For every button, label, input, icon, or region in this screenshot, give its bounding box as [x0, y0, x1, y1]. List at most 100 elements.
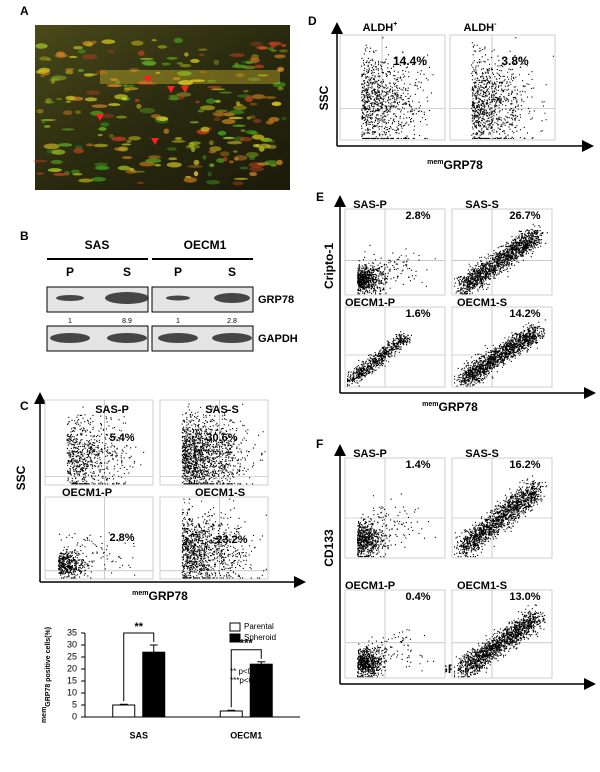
gel-spot	[264, 160, 279, 166]
gel-spot	[145, 158, 162, 163]
plot-title: SAS-S	[465, 199, 499, 211]
gel-spot	[205, 98, 216, 104]
flow-plot	[451, 208, 553, 296]
flow-plot	[451, 589, 553, 679]
gel-spot	[90, 177, 107, 182]
gel-spot	[161, 62, 171, 66]
gel-spot	[115, 80, 121, 84]
gel-spot	[173, 37, 183, 44]
lane-label: P	[66, 265, 74, 279]
gel-background	[35, 25, 290, 190]
superscript: mem	[427, 159, 443, 166]
gel-spot	[245, 130, 258, 135]
gel-spot	[222, 136, 235, 140]
gel-spot	[33, 160, 48, 163]
gel-spot	[221, 118, 236, 125]
gel-spot	[193, 159, 200, 166]
gel-spot	[184, 52, 189, 57]
plot-title: SAS-S	[465, 448, 499, 460]
gel-spot	[233, 150, 238, 153]
gel-spot	[183, 177, 197, 183]
gel-spot	[125, 169, 137, 174]
gel-spot	[126, 84, 135, 87]
gel-spot	[137, 80, 153, 85]
gel-spot	[198, 48, 208, 51]
gate-percent: 16.2%	[509, 459, 540, 471]
gel-spot	[41, 119, 46, 124]
gel-spot	[78, 178, 93, 183]
gel-spot	[214, 99, 221, 103]
x-tick-label: OECM1	[230, 730, 262, 740]
gel-spot	[251, 134, 265, 140]
gel-spot	[83, 73, 94, 77]
panel-label: A	[20, 4, 29, 18]
gel-spot	[50, 79, 56, 85]
gel-spot	[95, 70, 108, 75]
superscript: -	[494, 21, 497, 28]
gel-spot	[235, 72, 245, 78]
gel-spot	[35, 43, 48, 49]
gel-spot	[98, 127, 107, 131]
gel-spot	[272, 81, 286, 88]
blot-band	[214, 293, 250, 303]
significance-bracket	[230, 649, 262, 708]
gel-spot	[208, 150, 217, 154]
superscript: mem	[132, 590, 148, 597]
gel-spot	[101, 39, 116, 44]
panel-label: C	[20, 399, 29, 413]
gel-spot	[281, 43, 287, 47]
flow-plot	[344, 457, 446, 559]
gel-image	[33, 25, 290, 190]
gel-spot	[163, 128, 170, 134]
gel-spot	[106, 83, 123, 88]
flow-plot	[344, 589, 446, 679]
gel-spot	[84, 97, 98, 102]
gel-spot	[213, 59, 220, 66]
text: ALDH	[363, 22, 394, 34]
gel-spot	[193, 171, 199, 177]
flow-plot	[159, 496, 269, 580]
gel-spot	[85, 90, 101, 95]
gel-spot	[118, 146, 129, 152]
significance-bracket	[123, 632, 155, 702]
flow-plot	[344, 306, 446, 388]
plot-title: SAS-P	[95, 404, 129, 416]
gel-spot	[187, 165, 203, 168]
gel-spot	[249, 41, 263, 47]
group-label: SAS	[85, 238, 110, 252]
arrowhead	[181, 86, 189, 93]
ratio-label: 1	[176, 318, 180, 325]
gel-spot	[121, 156, 133, 160]
gate-percent: 14.2%	[509, 308, 540, 320]
gel-spot	[235, 101, 241, 106]
event-dots	[58, 532, 136, 579]
gel-spot	[93, 143, 109, 148]
plot-title: ALDH-	[464, 21, 498, 34]
flow-plot	[44, 399, 154, 486]
y-tick-label: 25	[67, 651, 77, 661]
event-dots	[454, 475, 548, 558]
gel-spot	[228, 116, 244, 120]
event-dots	[454, 319, 546, 387]
gel-spot	[228, 109, 245, 115]
gel-spot	[97, 133, 103, 137]
event-dots	[66, 405, 145, 485]
gel-spot	[188, 142, 195, 148]
gel-spot	[56, 97, 62, 101]
gel-spot	[44, 101, 56, 104]
gel-spot	[174, 137, 183, 140]
y-axis-label: memGRP78 positive cells(%)	[41, 627, 52, 723]
gel-spot	[94, 162, 108, 166]
gel-spot	[36, 172, 44, 175]
gel-spot	[65, 69, 74, 75]
gate-percent: 1.4%	[405, 459, 430, 471]
gel-spot	[232, 124, 246, 128]
gel-spot	[50, 159, 63, 165]
gel-spot	[117, 165, 131, 171]
gel-spot	[222, 156, 228, 162]
blot-band	[212, 333, 252, 343]
gel-spot	[270, 43, 276, 49]
gel-spot	[168, 96, 180, 101]
blot-band	[158, 333, 198, 343]
y-axis-label: CD133	[322, 529, 336, 567]
